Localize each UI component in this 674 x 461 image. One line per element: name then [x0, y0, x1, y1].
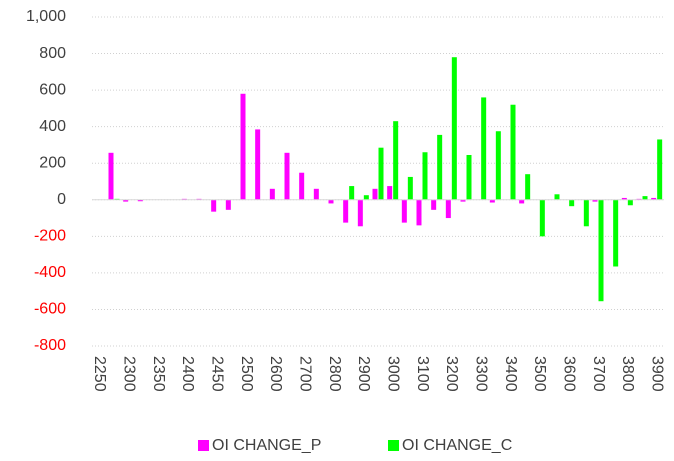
- bar: [445, 199, 451, 219]
- bar: [627, 199, 633, 206]
- y-tick-label: 200: [39, 154, 66, 171]
- bar: [481, 97, 487, 200]
- bar: [349, 186, 355, 200]
- bar: [284, 152, 290, 200]
- x-tick-label: 2350: [150, 356, 167, 392]
- bar: [495, 131, 501, 200]
- x-tick-label: 3800: [619, 356, 636, 392]
- y-tick-label: 600: [39, 81, 66, 98]
- legend-swatch: [388, 440, 399, 451]
- y-tick-label: -200: [34, 228, 66, 245]
- bar: [255, 129, 261, 200]
- bar: [621, 197, 627, 200]
- bar: [583, 199, 589, 227]
- bar: [363, 195, 369, 200]
- y-tick-label: 800: [39, 45, 66, 62]
- x-tick-label: 2500: [238, 356, 255, 392]
- x-tick-label: 2800: [326, 356, 343, 392]
- bar: [422, 152, 428, 200]
- legend-label: OI CHANGE_P: [212, 437, 321, 454]
- x-tick-label: 3500: [531, 356, 548, 392]
- bar: [328, 199, 334, 204]
- y-tick-label: 0: [57, 191, 66, 208]
- x-tick-label: 2300: [120, 356, 137, 392]
- bar: [554, 194, 560, 200]
- bar: [211, 199, 217, 212]
- bar: [431, 199, 437, 210]
- x-tick-label: 2450: [208, 356, 225, 392]
- bar: [313, 188, 319, 200]
- bar: [343, 199, 349, 223]
- bar: [401, 199, 407, 223]
- bar: [592, 199, 598, 202]
- legend-label: OI CHANGE_C: [402, 437, 512, 454]
- x-tick-label: 2250: [91, 356, 108, 392]
- bar: [378, 147, 384, 200]
- x-tick-label: 2600: [267, 356, 284, 392]
- x-tick-label: 3900: [648, 356, 665, 392]
- x-tick-label: 3400: [502, 356, 519, 392]
- bar: [510, 104, 516, 200]
- bar: [387, 186, 393, 200]
- legend-swatch: [198, 440, 209, 451]
- bar: [108, 152, 114, 200]
- bar: [460, 199, 466, 202]
- bar: [137, 199, 143, 202]
- bar: [240, 93, 246, 200]
- x-tick-label: 3200: [443, 356, 460, 392]
- bar: [613, 199, 619, 267]
- bar: [519, 199, 525, 204]
- bar: [642, 196, 648, 200]
- y-tick-label: 1,000: [26, 8, 66, 25]
- x-tick-label: 3700: [590, 356, 607, 392]
- bar: [451, 57, 457, 200]
- y-tick-label: -800: [34, 337, 66, 354]
- x-tick-label: 2400: [179, 356, 196, 392]
- bar: [416, 199, 422, 226]
- bar: [225, 199, 231, 210]
- x-tick-label: 2900: [355, 356, 372, 392]
- bar: [651, 197, 657, 200]
- bar: [489, 199, 495, 203]
- bar: [123, 199, 129, 202]
- bar: [539, 199, 545, 237]
- x-tick-label: 3000: [384, 356, 401, 392]
- y-tick-label: -400: [34, 264, 66, 281]
- bar: [437, 134, 443, 200]
- bar: [466, 154, 472, 200]
- bar: [407, 176, 413, 200]
- bar: [569, 199, 575, 207]
- bar: [393, 121, 399, 200]
- x-tick-label: 3300: [472, 356, 489, 392]
- y-tick-label: 400: [39, 118, 66, 135]
- bar: [525, 174, 531, 200]
- y-tick-label: -600: [34, 301, 66, 318]
- bar: [299, 172, 305, 200]
- bar: [372, 188, 378, 200]
- x-tick-label: 2700: [296, 356, 313, 392]
- x-tick-label: 3600: [560, 356, 577, 392]
- bar: [269, 188, 275, 200]
- x-tick-label: 3100: [414, 356, 431, 392]
- bar: [598, 199, 604, 302]
- bar: [657, 139, 663, 200]
- bar: [357, 199, 363, 227]
